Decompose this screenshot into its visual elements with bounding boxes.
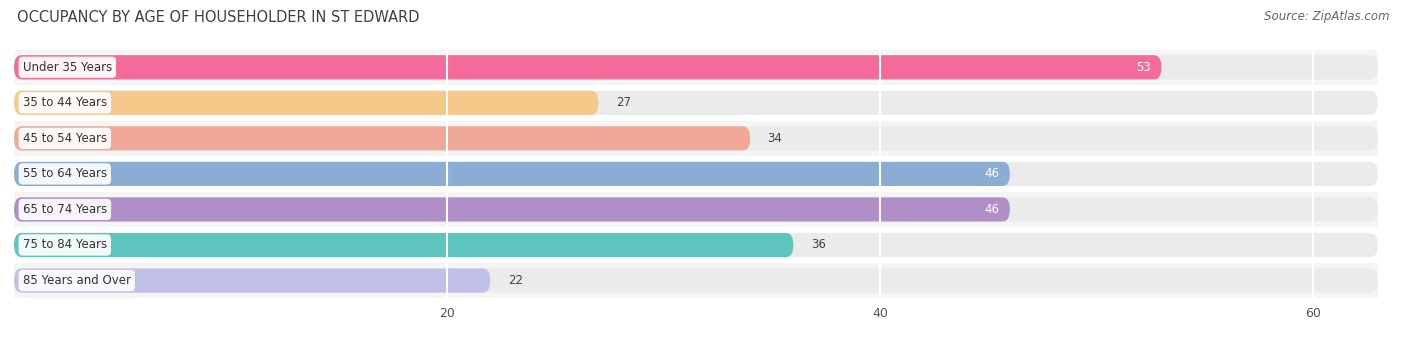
FancyBboxPatch shape — [14, 268, 491, 293]
Text: Under 35 Years: Under 35 Years — [22, 61, 112, 74]
FancyBboxPatch shape — [14, 126, 749, 150]
FancyBboxPatch shape — [14, 91, 1378, 115]
Text: 45 to 54 Years: 45 to 54 Years — [22, 132, 107, 145]
Text: 65 to 74 Years: 65 to 74 Years — [22, 203, 107, 216]
Text: 35 to 44 Years: 35 to 44 Years — [22, 96, 107, 109]
Text: 85 Years and Over: 85 Years and Over — [22, 274, 131, 287]
FancyBboxPatch shape — [14, 233, 793, 257]
Bar — [14, 85, 1378, 121]
Bar — [14, 121, 1378, 156]
FancyBboxPatch shape — [14, 162, 1010, 186]
Text: 36: 36 — [811, 238, 825, 252]
FancyBboxPatch shape — [14, 126, 1378, 150]
FancyBboxPatch shape — [14, 268, 1378, 293]
FancyBboxPatch shape — [14, 91, 599, 115]
Text: 75 to 84 Years: 75 to 84 Years — [22, 238, 107, 252]
Bar — [14, 156, 1378, 192]
Text: 46: 46 — [984, 167, 1000, 180]
Text: 34: 34 — [768, 132, 782, 145]
Text: 46: 46 — [984, 203, 1000, 216]
Text: OCCUPANCY BY AGE OF HOUSEHOLDER IN ST EDWARD: OCCUPANCY BY AGE OF HOUSEHOLDER IN ST ED… — [17, 10, 419, 25]
Bar — [14, 192, 1378, 227]
FancyBboxPatch shape — [14, 55, 1378, 79]
Bar — [14, 227, 1378, 263]
Text: 22: 22 — [508, 274, 523, 287]
Text: 53: 53 — [1136, 61, 1150, 74]
Text: Source: ZipAtlas.com: Source: ZipAtlas.com — [1264, 10, 1389, 23]
FancyBboxPatch shape — [14, 55, 1161, 79]
Text: 55 to 64 Years: 55 to 64 Years — [22, 167, 107, 180]
Bar — [14, 49, 1378, 85]
FancyBboxPatch shape — [14, 197, 1378, 222]
Bar — [14, 263, 1378, 298]
Text: 27: 27 — [616, 96, 631, 109]
FancyBboxPatch shape — [14, 233, 1378, 257]
FancyBboxPatch shape — [14, 162, 1378, 186]
FancyBboxPatch shape — [14, 197, 1010, 222]
